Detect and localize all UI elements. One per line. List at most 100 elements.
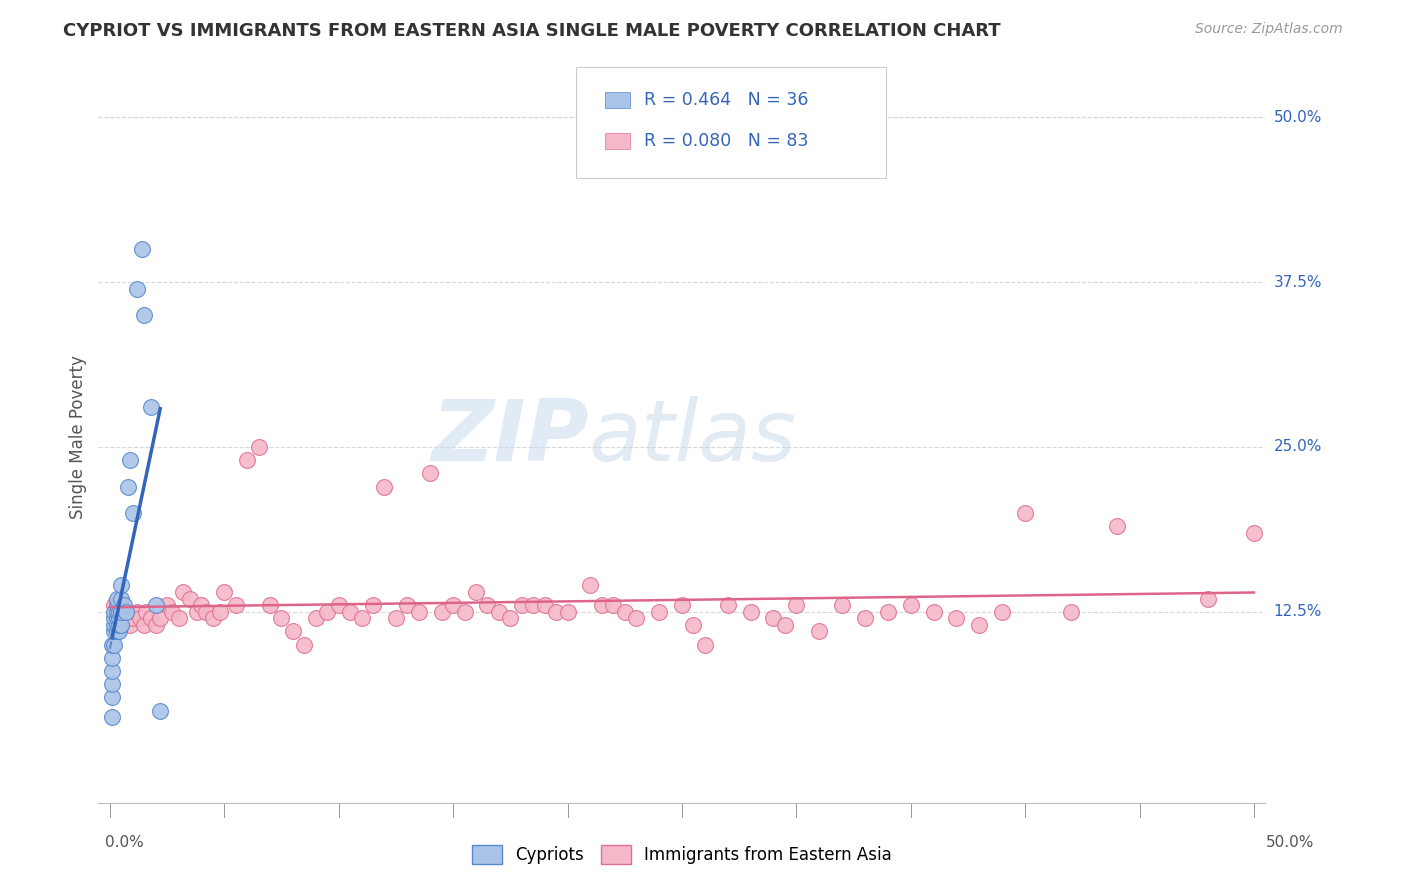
Point [1197,591,1219,606]
Point [121,506,143,520]
Point [160,605,183,619]
Point [105,605,128,619]
Point [105,605,128,619]
Point [533,598,555,612]
Point [110,618,132,632]
Point [139,611,162,625]
Point [900,598,922,612]
Point [101,677,124,691]
Point [1243,525,1265,540]
Point [112,611,135,625]
Point [591,598,613,612]
Point [281,624,304,639]
Point [103,611,125,625]
Point [762,611,785,625]
Text: 0.0%: 0.0% [105,836,145,850]
Point [648,605,671,619]
Point [488,605,510,619]
Point [624,611,647,625]
Point [190,598,212,612]
Point [671,598,693,612]
Point [350,611,373,625]
Point [108,605,131,619]
Point [105,598,128,612]
Point [430,605,453,619]
Text: 25.0%: 25.0% [1274,440,1322,454]
Point [110,578,132,592]
Text: 50.0%: 50.0% [1274,110,1322,125]
Point [969,618,991,632]
Text: 37.5%: 37.5% [1274,275,1322,290]
Point [853,611,876,625]
Point [103,605,125,619]
Point [105,618,128,632]
Point [991,605,1014,619]
Point [1014,506,1036,520]
Point [112,598,135,612]
Point [385,611,408,625]
Point [477,598,499,612]
Text: Source: ZipAtlas.com: Source: ZipAtlas.com [1195,22,1343,37]
Point [465,585,488,599]
Text: CYPRIOT VS IMMIGRANTS FROM EASTERN ASIA SINGLE MALE POVERTY CORRELATION CHART: CYPRIOT VS IMMIGRANTS FROM EASTERN ASIA … [63,22,1001,40]
Point [717,598,740,612]
Point [945,611,967,625]
Point [167,611,190,625]
Point [544,605,567,619]
Point [270,611,292,625]
Point [292,638,315,652]
Point [101,638,124,652]
Point [135,605,157,619]
Point [361,598,384,612]
Point [922,605,945,619]
Point [396,598,419,612]
Point [419,467,441,481]
Point [108,624,131,639]
Point [1060,605,1083,619]
Legend: Cypriots, Immigrants from Eastern Asia: Cypriots, Immigrants from Eastern Asia [472,845,891,864]
Point [510,598,533,612]
Point [441,598,464,612]
Point [236,453,259,467]
Point [108,611,131,625]
Point [145,598,167,612]
Text: atlas: atlas [589,395,797,479]
Point [139,401,162,415]
Text: R = 0.080   N = 83: R = 0.080 N = 83 [644,132,808,150]
Point [186,605,208,619]
Point [785,598,807,612]
Point [120,453,142,467]
Point [121,611,143,625]
Point [128,611,150,625]
Point [259,598,281,612]
Point [103,638,125,652]
Point [557,605,579,619]
Point [522,598,544,612]
Point [117,611,139,625]
Point [115,605,138,619]
Point [172,585,194,599]
Point [579,578,602,592]
Point [110,618,132,632]
Point [149,611,172,625]
Point [134,618,156,632]
Point [117,479,139,493]
Point [110,591,132,606]
Point [105,624,128,639]
Point [145,618,167,632]
Point [247,440,270,454]
Point [134,308,156,322]
Text: R = 0.464   N = 36: R = 0.464 N = 36 [644,91,808,109]
Point [316,605,339,619]
Point [808,624,831,639]
Point [613,605,636,619]
Point [103,618,125,632]
Point [328,598,350,612]
Point [127,282,149,296]
Point [208,605,231,619]
Point [108,618,131,632]
Point [225,598,247,612]
Point [105,611,128,625]
Point [115,605,138,619]
Point [101,710,124,724]
